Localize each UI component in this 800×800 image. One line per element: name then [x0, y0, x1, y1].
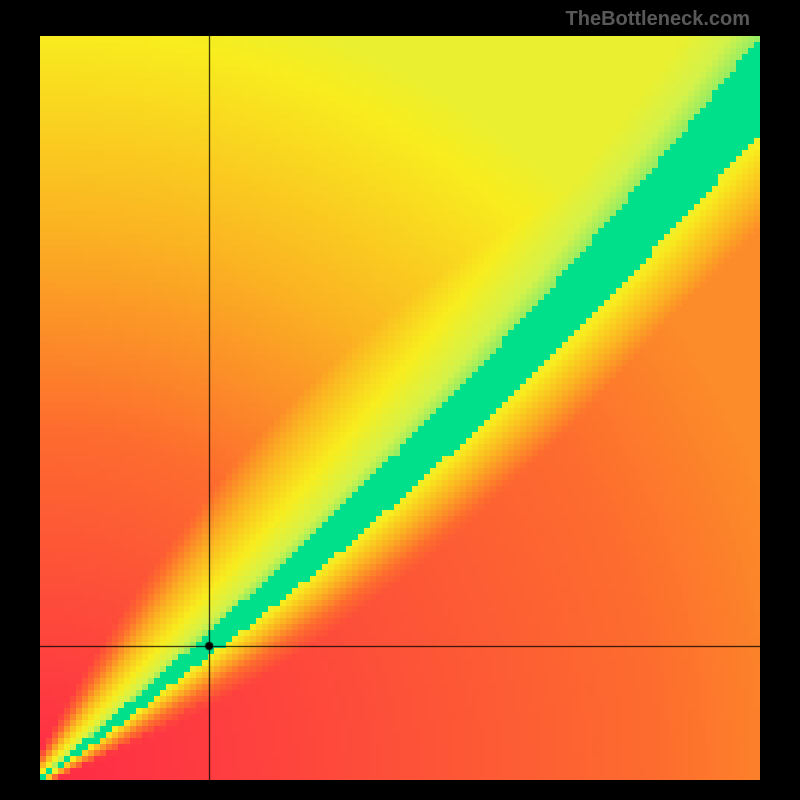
watermark-text: TheBottleneck.com	[566, 8, 750, 31]
crosshair-overlay	[40, 36, 760, 780]
